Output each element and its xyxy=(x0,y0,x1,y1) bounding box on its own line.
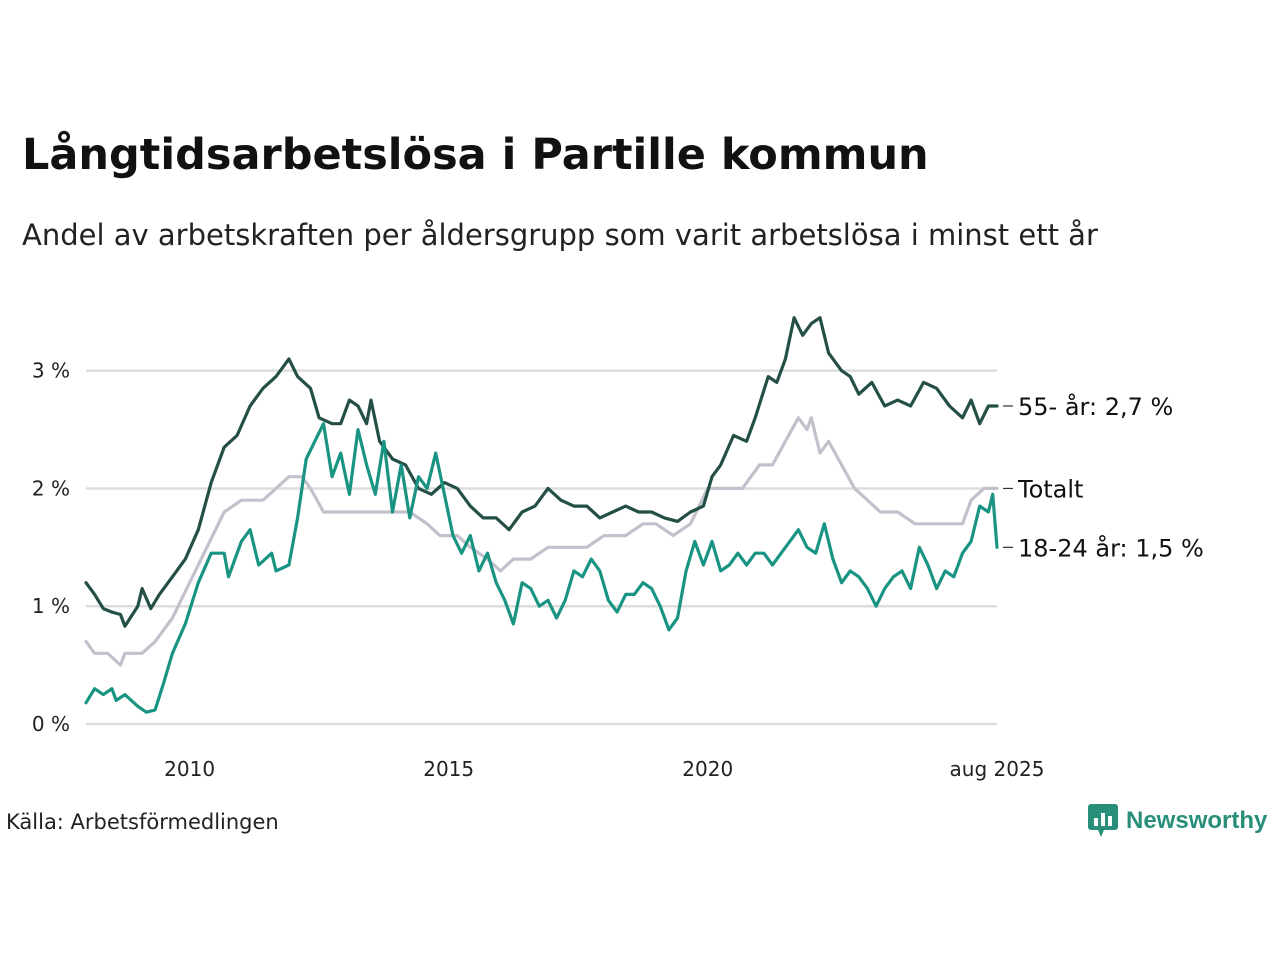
x-axis-tick-labels: 2010 2015 2020 aug 2025 xyxy=(164,757,1044,781)
y-tick-label: 2 % xyxy=(32,476,70,500)
series-line xyxy=(84,416,999,667)
source-note: Källa: Arbetsförmedlingen xyxy=(6,810,279,834)
newsworthy-logo-text: Newsworthy xyxy=(1126,807,1268,834)
y-tick-label: 3 % xyxy=(32,359,70,383)
series-line xyxy=(84,422,999,714)
series-lines xyxy=(84,316,999,714)
x-tick-label: 2015 xyxy=(423,757,474,781)
y-tick-label: 0 % xyxy=(32,712,70,736)
newsworthy-logo-icon xyxy=(1088,804,1118,837)
x-tick-label: 2010 xyxy=(164,757,215,781)
y-axis-tick-labels: 0 % 1 % 2 % 3 % xyxy=(32,359,70,736)
series-end-label: Totalt xyxy=(1017,475,1083,503)
x-tick-label: 2020 xyxy=(682,757,733,781)
series-line xyxy=(84,316,999,628)
series-end-labels: Totalt 55- år: 2,7 % 18-24 år: 1,5 % xyxy=(1003,392,1204,562)
chart-subtitle: Andel av arbetskraften per åldersgrupp s… xyxy=(22,218,1098,252)
gridlines xyxy=(86,369,997,726)
y-tick-label: 1 % xyxy=(32,594,70,618)
series-end-label: 18-24 år: 1,5 % xyxy=(1018,533,1204,562)
x-tick-label: aug 2025 xyxy=(950,757,1045,781)
newsworthy-logo: Newsworthy xyxy=(1088,804,1267,838)
series-end-label: 55- år: 2,7 % xyxy=(1018,392,1173,421)
chart-title: Långtidsarbetslösa i Partille kommun xyxy=(22,130,929,180)
